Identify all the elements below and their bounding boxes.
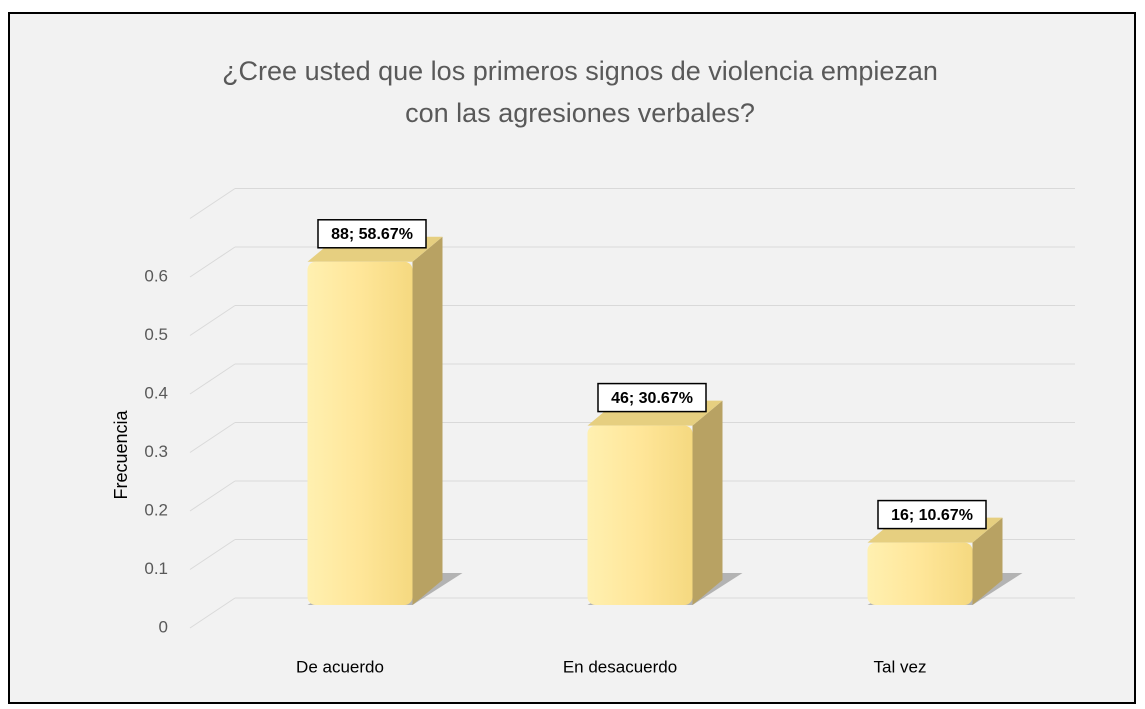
y-tick-label: 0.3: [144, 442, 168, 461]
y-tick-label: 0.6: [144, 266, 168, 285]
bar: [307, 261, 413, 605]
data-label-box: [877, 499, 987, 530]
bar-side: [412, 236, 443, 605]
x-tick-label: En desacuerdo: [563, 657, 677, 676]
grid-line: [189, 363, 236, 395]
grid-line: [189, 422, 236, 453]
bar-side: [692, 400, 723, 605]
bar: [587, 425, 693, 605]
title-box: ¿Cree usted que los primeros signos de v…: [222, 56, 938, 128]
data-label: 16; 10.67%: [891, 507, 973, 524]
y-tick-label: 0.1: [144, 559, 168, 578]
x-tick-label: De acuerdo: [296, 657, 384, 676]
grid-line: [189, 305, 236, 336]
grid-line: [189, 539, 236, 570]
data-label: 88; 58.67%: [331, 226, 413, 243]
bar-side: [972, 517, 1003, 605]
data-label-box: [317, 219, 427, 249]
bar: [867, 542, 973, 605]
data-label: 46; 30.67%: [611, 390, 693, 407]
y-axis-label: Frecuencia: [111, 409, 131, 499]
y-tick-label: 0.2: [144, 500, 168, 519]
chart-title: ¿Cree usted que los primeros signos de v…: [222, 56, 938, 128]
y-tick-label: 0.5: [144, 325, 168, 344]
y-tick-label: 0.4: [144, 383, 168, 402]
data-label-box: [597, 382, 707, 413]
grid-line: [189, 246, 236, 278]
y-tick-label: 0: [159, 617, 168, 636]
grid-line: [189, 188, 236, 219]
grid-line: [189, 597, 236, 629]
x-tick-label: Tal vez: [874, 657, 927, 676]
grid-line: [189, 480, 236, 512]
